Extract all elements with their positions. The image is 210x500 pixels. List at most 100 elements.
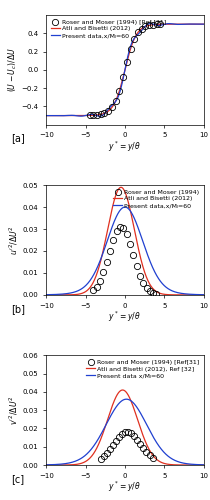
Present data,x/Mₗ=60 (45, 112, 47, 118)
Atli and Bisetti (2012) (121, 185, 123, 191)
Roser and Moser (1994) [Ref [31] (144, 24, 147, 30)
Line: Present data,x/Mₗ=60: Present data,x/Mₗ=60 (46, 24, 204, 116)
Present data,x/Mₗ=60 (45, 292, 47, 298)
Roser and Moser (1994) [Ref[31] (127, 429, 130, 435)
Roser and Moser (1994) [Ref[31] (145, 449, 148, 455)
Roser and Moser (1994) (132, 252, 134, 258)
Roser and Moser (1994) [Ref [31] (111, 104, 113, 110)
Roser and Moser (1994) (102, 270, 105, 276)
Roser and Moser (1994) (155, 291, 158, 297)
Present data,x/Mₗ=60 (199, 292, 201, 298)
Atli and Bisetti (2012) (199, 21, 201, 27)
Atli and Bisetti (2012), Ref [32] (130, 400, 133, 406)
Atli and Bisetti (2012), Ref [32] (199, 462, 201, 468)
Present data,x/Mₗ=60 (174, 289, 177, 295)
Atli and Bisetti (2012), Ref [32] (174, 462, 177, 468)
Atli and Bisetti (2012), Ref [32] (139, 424, 142, 430)
Present data x/Mₗ=60 (45, 462, 47, 468)
Roser and Moser (1994) [Ref [31] (126, 60, 128, 66)
Roser and Moser (1994) [Ref[31] (103, 453, 106, 459)
Roser and Moser (1994) (99, 278, 101, 283)
Roser and Moser (1994) (116, 228, 118, 234)
Atli and Bisetti (2012) (130, 214, 133, 220)
Roser and Moser (1994) [Ref[31] (109, 446, 112, 452)
Atli and Bisetti (2012), Ref [32] (120, 388, 122, 394)
Roser and Moser (1994) (92, 288, 95, 294)
Present data x/Mₗ=60 (121, 398, 123, 404)
Legend: Roser and Moser (1994) [Ref[31], Atli and Bisetti (2012), Ref [32], Present data: Roser and Moser (1994) [Ref[31], Atli an… (85, 358, 201, 380)
Atli and Bisetti (2012) (130, 43, 133, 49)
Roser and Moser (1994) (105, 259, 108, 265)
Line: Atli and Bisetti (2012), Ref [32]: Atli and Bisetti (2012), Ref [32] (46, 390, 204, 465)
Line: Roser and Moser (1994) [Ref [31]: Roser and Moser (1994) [Ref [31] (86, 21, 164, 118)
Present data,x/Mₗ=60 (120, 84, 123, 89)
Atli and Bisetti (2012) (139, 254, 142, 260)
Y-axis label: $(U-U_c)/\Delta U$: $(U-U_c)/\Delta U$ (6, 48, 19, 92)
Atli and Bisetti (2012) (45, 112, 47, 118)
Atli and Bisetti (2012) (120, 184, 123, 190)
Present data,x/Mₗ=60 (139, 231, 142, 237)
Atli and Bisetti (2012), Ref [32] (121, 387, 123, 393)
Roser and Moser (1994) [Ref [31] (137, 30, 139, 36)
Present data x/Mₗ=60 (120, 398, 122, 404)
Roser and Moser (1994) [Ref[31] (118, 434, 121, 440)
Roser and Moser (1994) [Ref [31] (100, 112, 102, 117)
Roser and Moser (1994) [Ref[31] (121, 431, 124, 437)
Present data x/Mₗ=60 (130, 398, 133, 404)
Roser and Moser (1994) [Ref[31] (115, 438, 118, 444)
Roser and Moser (1994) [Ref[31] (142, 445, 145, 451)
Atli and Bisetti (2012), Ref [32] (45, 462, 47, 468)
Roser and Moser (1994) [Ref [31] (118, 88, 121, 94)
Roser and Moser (1994) (152, 290, 154, 296)
Roser and Moser (1994) [Ref[31] (112, 442, 115, 448)
Roser and Moser (1994) [Ref [31] (107, 108, 109, 114)
Roser and Moser (1994) (119, 224, 121, 230)
Atli and Bisetti (2012) (121, 79, 123, 85)
Atli and Bisetti (2012) (174, 292, 177, 298)
Y-axis label: $u'^2/\Delta U^2$: $u'^2/\Delta U^2$ (8, 225, 20, 255)
Legend: Roser and Moser (1994), Atli and Bisetti (2012), Present data,x/Mₗ=60: Roser and Moser (1994), Atli and Bisetti… (112, 188, 201, 210)
X-axis label: $y^* = y/\theta$: $y^* = y/\theta$ (108, 310, 142, 324)
Present data,x/Mₗ=60 (121, 206, 123, 212)
Line: Present data x/Mₗ=60: Present data x/Mₗ=60 (46, 399, 204, 465)
Roser and Moser (1994) [Ref [31] (133, 36, 135, 42)
Roser and Moser (1994) [Ref[31] (136, 436, 139, 442)
Present data,x/Mₗ=60 (98, 113, 101, 119)
Atli and Bisetti (2012) (199, 292, 201, 298)
Roser and Moser (1994) [Ref[31] (130, 430, 133, 436)
Atli and Bisetti (2012) (202, 21, 205, 27)
Roser and Moser (1994) (148, 288, 151, 294)
Roser and Moser (1994) (122, 225, 125, 231)
Present data,x/Mₗ=60 (130, 40, 133, 46)
Present data,x/Mₗ=60 (202, 292, 205, 298)
Roser and Moser (1994) [Ref [31] (140, 26, 143, 32)
Atli and Bisetti (2012) (174, 21, 177, 27)
Present data,x/Mₗ=60 (120, 206, 122, 212)
Roser and Moser (1994) (145, 285, 148, 291)
Roser and Moser (1994) [Ref[31] (148, 452, 151, 458)
Roser and Moser (1994) [Ref[31] (100, 456, 103, 462)
Text: [a]: [a] (12, 134, 25, 143)
Present data,x/Mₗ=60 (199, 21, 202, 27)
Atli and Bisetti (2012) (120, 184, 122, 190)
Roser and Moser (1994) [Ref[31] (106, 450, 109, 456)
Atli and Bisetti (2012) (202, 292, 205, 298)
Present data,x/Mₗ=60 (123, 204, 126, 210)
Roser and Moser (1994) [Ref [31] (96, 112, 98, 118)
Legend: Roser and Moser (1994) [Ref [31], Atli and Bisetti (2012), Present data,x/Mₗ=60: Roser and Moser (1994) [Ref [31], Atli a… (49, 18, 167, 40)
Present data,x/Mₗ=60 (202, 21, 205, 27)
Present data,x/Mₗ=60 (175, 22, 177, 28)
Line: Roser and Moser (1994) [Ref[31]: Roser and Moser (1994) [Ref[31] (98, 429, 156, 462)
Roser and Moser (1994) [Ref[31] (124, 430, 127, 436)
Line: Atli and Bisetti (2012): Atli and Bisetti (2012) (46, 188, 204, 295)
Line: Atli and Bisetti (2012): Atli and Bisetti (2012) (46, 24, 204, 116)
Atli and Bisetti (2012), Ref [32] (202, 462, 205, 468)
Roser and Moser (1994) [Ref [31] (122, 74, 124, 80)
Roser and Moser (1994) (96, 284, 98, 290)
Roser and Moser (1994) [Ref[31] (151, 455, 154, 461)
Roser and Moser (1994) [Ref [31] (92, 112, 94, 118)
Present data,x/Mₗ=60 (149, 20, 152, 26)
Roser and Moser (1994) [Ref [31] (129, 46, 132, 52)
Roser and Moser (1994) (125, 231, 128, 237)
Present data x/Mₗ=60 (199, 462, 201, 468)
